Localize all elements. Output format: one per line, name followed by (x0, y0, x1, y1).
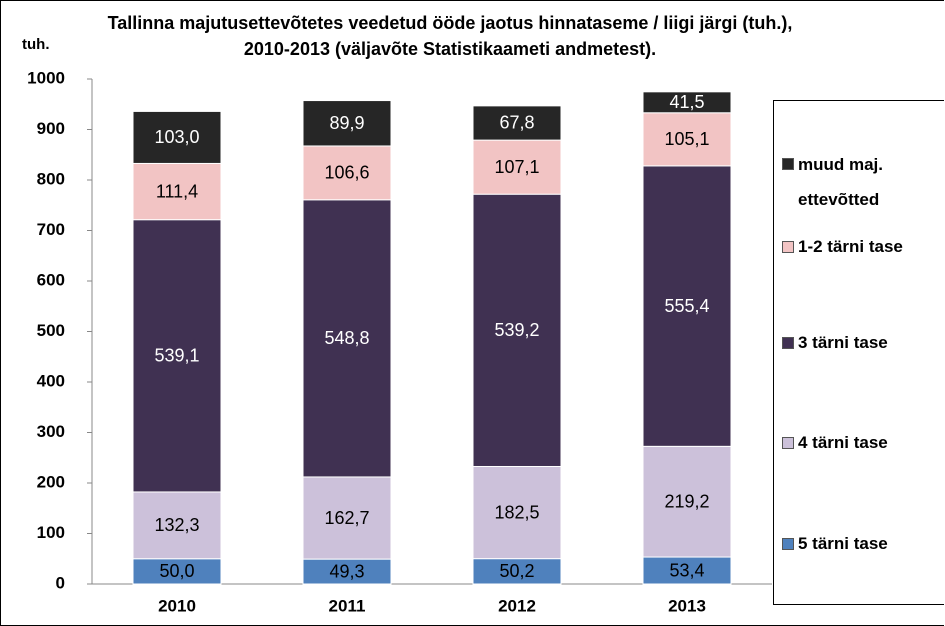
data-label: 539,1 (154, 346, 199, 366)
bar-segment (302, 558, 392, 585)
chart-title: Tallinna majutusettevõtetes veedetud ööd… (107, 13, 793, 59)
data-label: 50,0 (159, 561, 194, 581)
y-tick-label: 400 (37, 371, 65, 390)
bar-segment (472, 465, 562, 560)
data-label: 41,5 (669, 92, 704, 112)
bar-segment (302, 476, 392, 560)
data-label: 49,3 (329, 561, 364, 581)
legend-swatch (782, 158, 794, 170)
x-tick-label: 2012 (498, 596, 536, 615)
data-label: 539,2 (494, 320, 539, 340)
data-label: 132,3 (154, 515, 199, 535)
data-label: 219,2 (664, 491, 709, 511)
bar-segment (302, 100, 392, 147)
y-tick-label: 0 (56, 573, 65, 592)
data-label: 50,2 (499, 561, 534, 581)
y-tick-label: 300 (37, 422, 65, 441)
bar-segment (472, 105, 562, 141)
data-label: 105,1 (664, 129, 709, 149)
legend-item: muud maj. ettevõtted (782, 147, 945, 217)
data-label: 548,8 (324, 328, 369, 348)
legend-label: 4 tärni tase (798, 433, 888, 452)
bar-segment (302, 145, 392, 201)
data-label: 106,6 (324, 163, 369, 183)
legend-item: 4 tärni tase (782, 426, 945, 460)
bar-segment (132, 558, 222, 585)
y-tick-label: 700 (37, 220, 65, 239)
legend-label: muud maj. ettevõtted (798, 155, 884, 209)
y-tick-label: 600 (37, 270, 65, 289)
data-label: 182,5 (494, 502, 539, 522)
bar-segment (132, 162, 222, 221)
legend-item: 3 tärni tase (782, 326, 945, 360)
legend-swatch (782, 437, 794, 449)
x-tick-label: 2013 (668, 596, 706, 615)
bar-segment (642, 91, 732, 114)
bar-segment (642, 112, 732, 167)
data-label: 111,4 (156, 181, 198, 201)
legend-item: 5 tärni tase (782, 527, 945, 561)
data-label: 162,7 (324, 508, 369, 528)
bar-segment (642, 445, 732, 558)
bar-segment (472, 139, 562, 195)
y-tick-label: 800 (37, 169, 65, 188)
legend-item: 1-2 tärni tase (782, 230, 945, 264)
legend-label: 1-2 tärni tase (798, 237, 903, 256)
bar-segment (472, 193, 562, 467)
data-label: 107,1 (494, 157, 539, 177)
x-tick-label: 2011 (329, 596, 366, 615)
data-label: 103,0 (154, 127, 199, 147)
data-label: 89,9 (329, 113, 364, 133)
bar-segment (132, 110, 222, 164)
legend: 5 tärni tase 4 tärni tase 3 tärni tase 1-2 … (773, 100, 944, 605)
y-tick-label: 900 (37, 119, 65, 138)
data-label: 555,4 (664, 296, 709, 316)
legend-swatch (782, 538, 794, 550)
data-label: 67,8 (499, 113, 534, 133)
y-axis-label: tuh. (22, 36, 50, 53)
y-tick-label: 500 (37, 321, 65, 340)
legend-label: 5 tärni tase (798, 534, 888, 553)
legend-swatch (782, 337, 794, 349)
y-tick-label: 100 (37, 523, 65, 542)
x-tick-label: 2010 (158, 596, 196, 615)
legend-label: 3 tärni tase (798, 333, 888, 352)
bar-segment (642, 556, 732, 585)
bar-segment (302, 199, 392, 478)
data-label: 53,4 (669, 560, 704, 580)
y-tick-label: 200 (37, 472, 65, 491)
bar-segment (132, 219, 222, 493)
bar-segment (132, 491, 222, 560)
y-tick-label: 1000 (27, 68, 65, 87)
bar-segment (472, 558, 562, 585)
legend-swatch (782, 241, 794, 253)
